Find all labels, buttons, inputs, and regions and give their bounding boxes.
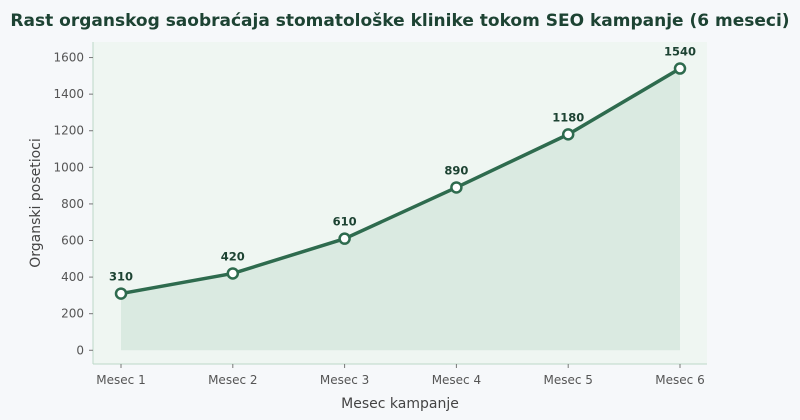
data-label: 1540 (664, 45, 696, 59)
y-tick-label: 800 (61, 197, 84, 211)
x-tick-label: Mesec 4 (432, 373, 481, 387)
y-tick-label: 1400 (53, 87, 84, 101)
data-label: 310 (109, 270, 133, 284)
data-point (673, 62, 687, 75)
y-tick-label: 1600 (53, 51, 84, 65)
x-tick-label: Mesec 3 (320, 373, 369, 387)
y-tick-label: 0 (76, 343, 84, 357)
data-label: 610 (333, 215, 357, 229)
x-axis-label: Mesec kampanje (341, 396, 459, 412)
data-label: 420 (221, 249, 245, 263)
y-axis-label: Organski posetioci (28, 138, 44, 268)
axes-layer: 0 200 400 600 800 1000 1200 1400 1600 Mesec 1 Mese… (53, 42, 707, 387)
series-line (119, 66, 682, 296)
y-tick-label: 200 (61, 307, 84, 321)
data-point (561, 128, 575, 141)
y-tick-label: 1000 (53, 160, 84, 174)
area-fill (121, 68, 680, 351)
x-tick-label: Mesec 2 (208, 373, 257, 387)
area-layer (121, 68, 680, 351)
x-tick-label: Mesec 6 (655, 373, 704, 387)
y-tick-label: 600 (61, 234, 84, 248)
y-tick-label: 400 (61, 270, 84, 284)
marks-layer: 310 420 610 890 1180 1540 (109, 45, 696, 300)
data-point (338, 232, 351, 245)
x-tick-label: Mesec 5 (543, 373, 592, 387)
chart-title: Rast organskog saobraćaja stomatološke k… (10, 11, 789, 31)
data-label: 890 (444, 163, 468, 177)
data-point (226, 267, 240, 280)
data-point (114, 287, 128, 300)
y-tick-label: 1200 (53, 124, 84, 138)
data-point (450, 181, 463, 194)
x-tick-label: Mesec 1 (96, 373, 145, 387)
data-label: 1180 (552, 110, 584, 124)
